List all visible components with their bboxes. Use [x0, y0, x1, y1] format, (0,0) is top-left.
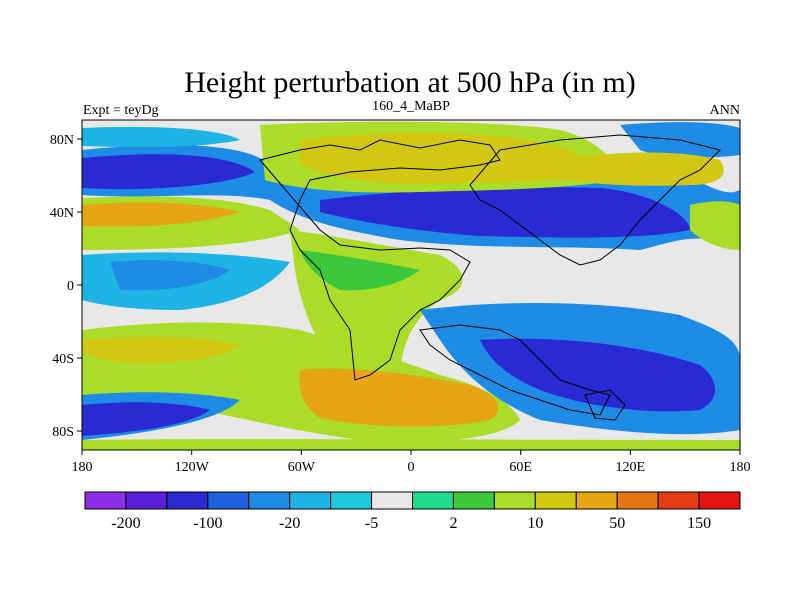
- colorbar-swatch: [412, 491, 454, 510]
- center-label: 160_4_MaBP: [372, 99, 450, 114]
- season-label: ANN: [710, 103, 740, 118]
- colorbar-label: -20: [279, 515, 300, 532]
- height-perturbation-field: [82, 120, 740, 450]
- lat-tick-label: 40N: [50, 206, 74, 221]
- lon-tick-label: 120W: [175, 460, 210, 475]
- colorbar-swatch: [493, 491, 536, 510]
- colorbar-label: -5: [365, 515, 378, 532]
- lon-tick-label: 60E: [509, 460, 532, 475]
- colorbar-swatch: [657, 491, 700, 510]
- colorbar-swatch: [248, 491, 291, 510]
- colorbar-label: -100: [193, 515, 222, 532]
- map-title: Height perturbation at 500 hPa (in m): [184, 66, 636, 99]
- lon-axis: [81, 450, 741, 455]
- lon-tick-labels: 180 120W 60W 0 60E 120E 180: [72, 460, 751, 475]
- coastlines: [259, 134, 721, 421]
- lon-tick-label: 60W: [288, 460, 316, 475]
- colorbar-label: 2: [449, 515, 457, 532]
- colorbar-swatch: [575, 491, 618, 510]
- lat-tick-label: 0: [67, 279, 74, 294]
- colorbar-label: 150: [687, 515, 711, 532]
- lon-tick-label: 120E: [616, 460, 646, 475]
- lat-tick-label: 80S: [52, 425, 74, 440]
- colorbar-label: 50: [609, 515, 625, 532]
- colorbar-swatch: [166, 491, 209, 510]
- colorbar-swatch: [330, 491, 373, 510]
- lat-axis: [77, 138, 82, 432]
- lat-tick-labels: 80N 40N 0 40S 80S: [50, 133, 74, 440]
- colorbar-swatch: [125, 491, 168, 510]
- lon-tick-label: 180: [72, 460, 93, 475]
- experiment-label: Expt = teyDg: [83, 103, 159, 118]
- colorbar-swatch: [698, 491, 741, 510]
- lat-tick-label: 40S: [52, 352, 74, 367]
- colorbar: [84, 491, 741, 510]
- colorbar-swatch: [207, 491, 250, 510]
- colorbar-labels: -200 -100 -20 -5 2 10 50 150: [111, 515, 711, 532]
- colorbar-swatch: [84, 491, 127, 510]
- lon-tick-label: 180: [730, 460, 751, 475]
- colorbar-label: 10: [527, 515, 543, 532]
- colorbar-swatch: [371, 491, 413, 510]
- colorbar-label: -200: [111, 515, 140, 532]
- colorbar-swatch: [289, 491, 332, 510]
- lon-tick-label: 0: [408, 460, 415, 475]
- colorbar-swatch: [534, 491, 577, 510]
- colorbar-swatch: [452, 491, 495, 510]
- lat-tick-label: 80N: [50, 133, 74, 148]
- colorbar-swatch: [616, 491, 659, 510]
